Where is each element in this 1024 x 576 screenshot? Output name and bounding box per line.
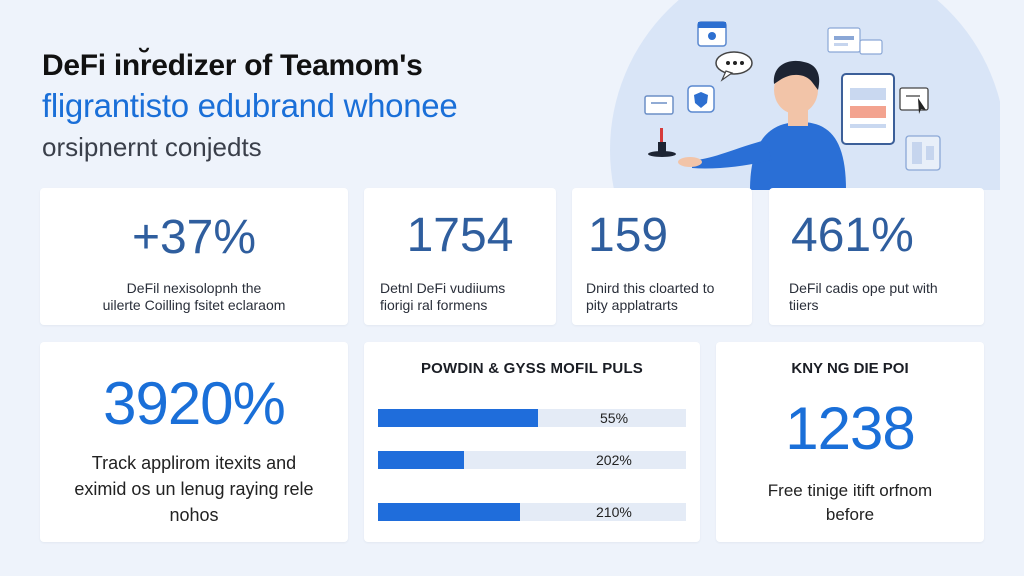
- progress-bar-label: 55%: [600, 410, 629, 426]
- key-card: KNY NG DIE POI 1238 Free tinige itift or…: [716, 342, 984, 542]
- progress-title: POWDIN & GYSS MOFIL PULS: [420, 360, 644, 377]
- stat-description: Detnl DeFi vudiiums fiorigi ral formens: [364, 280, 556, 314]
- progress-card: POWDIN & GYSS MOFIL PULS 55% 202% 210%: [364, 342, 700, 542]
- feature-description: Track applirom itexits and eximid os un …: [40, 450, 348, 528]
- feature-card: 3920% Track applirom itexits and eximid …: [40, 342, 348, 542]
- stat-desc-line: DeFil nexisolopnh the: [126, 280, 262, 296]
- person-illustration: [678, 60, 846, 190]
- feature-desc-line: eximid os un lenug raying rele: [74, 479, 314, 499]
- stat-desc-line: Dnird this cloarted to: [586, 280, 715, 296]
- hero-illustration: [610, 0, 1000, 190]
- progress-bar: 202%: [378, 451, 686, 469]
- progress-bar-label: 210%: [596, 504, 632, 520]
- stat-description: DeFil cadis ope put with tiiers: [769, 280, 984, 314]
- tab-icon: [859, 39, 883, 55]
- document-icon: [841, 73, 895, 145]
- cup-icon: [648, 128, 676, 157]
- page-title: DeFi inr̆edizer of Teamom's: [42, 49, 423, 82]
- feature-desc-line: Track applirom itexits and: [91, 453, 297, 473]
- progress-bar-label: 202%: [596, 452, 632, 468]
- key-desc-line: before: [825, 505, 875, 524]
- panel-icon: [905, 135, 941, 171]
- chat-icon: [715, 51, 753, 82]
- progress-bar-fill: [378, 409, 539, 427]
- browser-window-icon: [827, 27, 861, 53]
- key-description: Free tinige itift orfnom before: [716, 479, 984, 527]
- stat-card-1: +37% DeFil nexisolopnh the uilerte Coill…: [40, 188, 348, 325]
- stat-value: 1754: [406, 209, 514, 262]
- stat-desc-line: pity applatrarts: [586, 297, 678, 313]
- message-icon: [644, 95, 674, 115]
- stat-description: Dnird this cloarted to pity applatrarts: [572, 280, 752, 314]
- shield-icon: [687, 85, 715, 113]
- stat-value: 159: [588, 209, 669, 262]
- feature-value: 3920%: [103, 370, 286, 437]
- key-value: 1238: [785, 395, 915, 462]
- key-desc-line: Free tinige itift orfnom: [767, 481, 933, 500]
- feature-desc-line: nohos: [169, 505, 219, 525]
- page-tagline: orsipnernt conjedts: [42, 132, 262, 162]
- progress-bar-fill: [378, 503, 520, 521]
- stat-description: DeFil nexisolopnh the uilerte Coilling f…: [40, 280, 348, 314]
- stat-desc-line: tiiers: [789, 297, 819, 313]
- stat-desc-line: Detnl DeFi vudiiums: [380, 280, 506, 296]
- folder-icon: [697, 21, 727, 47]
- progress-bar-fill: [378, 451, 465, 469]
- key-title: KNY NG DIE POI: [791, 360, 909, 377]
- cursor-icon: [899, 87, 929, 114]
- page-header: DeFi inr̆edizer of Teamom's fligrantisto…: [42, 46, 602, 166]
- progress-bar: 55%: [378, 409, 686, 427]
- stat-value: 461%: [791, 209, 914, 262]
- stat-desc-line: fiorigi ral formens: [380, 297, 488, 313]
- page-subtitle: fligrantisto edubrand whonee: [42, 87, 458, 124]
- stat-desc-line: uilerte Coilling fsitet eclaraom: [102, 297, 286, 313]
- stat-card-2: 1754 Detnl DeFi vudiiums fiorigi ral for…: [364, 188, 556, 325]
- stat-card-4: 461% DeFil cadis ope put with tiiers: [769, 188, 984, 325]
- progress-bar: 210%: [378, 503, 686, 521]
- stat-card-3: 159 Dnird this cloarted to pity applatra…: [572, 188, 752, 325]
- stat-desc-line: DeFil cadis ope put with: [789, 280, 938, 296]
- stat-value: +37%: [131, 211, 257, 264]
